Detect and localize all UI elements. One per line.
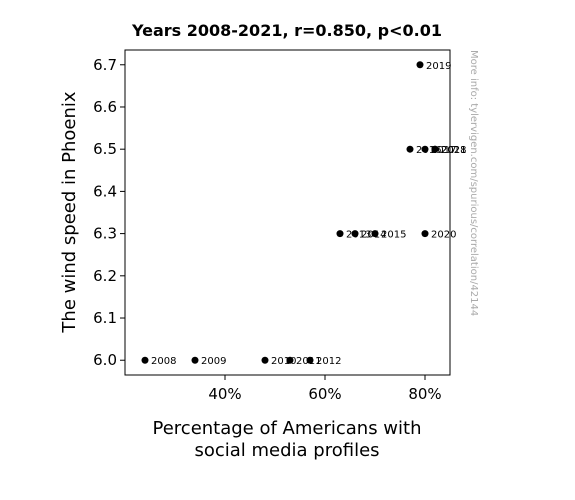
- y-tick-label: 6.4: [93, 182, 117, 200]
- data-point-label: 2021: [441, 145, 466, 156]
- data-point: [286, 356, 294, 364]
- data-points: 2008200920102011201220132014201520162017…: [141, 61, 466, 367]
- data-point-label: 2019: [426, 61, 451, 72]
- data-point: [306, 356, 314, 364]
- x-axis-label-line-1: Percentage of Americans with: [153, 418, 422, 439]
- data-point-label: 2017: [431, 145, 456, 156]
- x-tick-label: 40%: [208, 385, 241, 403]
- data-point-label: 2016: [416, 145, 441, 156]
- x-axis-label-line-2: social media profiles: [194, 440, 379, 461]
- data-point-label: 2015: [381, 230, 406, 241]
- data-point: [431, 145, 439, 153]
- source-note: More info: tylervigen.com/spurious/corre…: [468, 50, 479, 316]
- data-point: [416, 61, 424, 69]
- plot-area: [124, 49, 451, 376]
- chart-title: Years 2008-2021, r=0.850, p<0.01: [131, 21, 442, 40]
- data-point: [336, 230, 344, 238]
- y-axis-ticks: 6.0 6.1 6.2 6.3 6.4 6.5 6.6 6.7: [93, 56, 125, 369]
- x-tick-label: 60%: [308, 385, 341, 403]
- data-point: [421, 230, 429, 238]
- data-point-label: 2018: [441, 145, 466, 156]
- y-tick-label: 6.2: [93, 267, 117, 285]
- x-axis-ticks: 40% 60% 80%: [208, 375, 442, 403]
- data-point: [191, 356, 199, 364]
- data-point-label: 2012: [316, 356, 341, 367]
- y-tick-label: 6.5: [93, 140, 117, 158]
- data-point: [406, 145, 414, 153]
- data-point: [141, 356, 149, 364]
- data-point-label: 2008: [151, 356, 176, 367]
- y-tick-label: 6.1: [93, 309, 117, 327]
- y-tick-label: 6.7: [93, 56, 117, 74]
- y-tick-label: 6.6: [93, 98, 117, 116]
- data-point-label: 2010: [271, 356, 296, 367]
- data-point: [371, 230, 379, 238]
- data-point: [261, 356, 269, 364]
- x-tick-label: 80%: [408, 385, 441, 403]
- data-point-label: 2009: [201, 356, 226, 367]
- data-point-label: 2013: [346, 230, 371, 241]
- y-axis-label: The wind speed in Phoenix: [59, 91, 80, 333]
- data-point: [351, 230, 359, 238]
- data-point: [421, 145, 429, 153]
- y-tick-label: 6.0: [93, 351, 117, 369]
- y-tick-label: 6.3: [93, 225, 117, 243]
- data-point-label: 2020: [431, 230, 456, 241]
